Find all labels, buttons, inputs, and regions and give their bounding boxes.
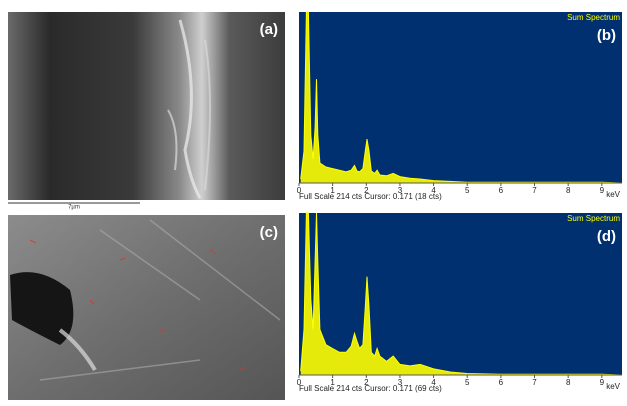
x-tick-label: 8 <box>566 378 571 387</box>
chart-title: Sum Spectrum <box>567 214 620 223</box>
panel-label: (c) <box>260 224 278 241</box>
x-tick-label: 9 <box>600 186 605 195</box>
footer: Full Scale 214 cts Cursor: 0.171 (18 cts… <box>299 192 442 201</box>
page: {"panels": {"a": "(a)", "c": "(c)"}, "sc… <box>0 0 627 406</box>
x-axis-label: keV <box>606 190 620 199</box>
x-tick-label: 6 <box>499 378 504 387</box>
x-tick-label: 5 <box>465 186 470 195</box>
plot-background <box>299 12 622 183</box>
x-axis-label: keV <box>606 382 620 391</box>
x-tick-label: 6 <box>499 186 504 195</box>
footer: Full Scale 214 cts Cursor: 0.171 (69 cts… <box>299 384 442 393</box>
sem-image-c <box>8 215 285 400</box>
scale-bar-label: 7µm <box>68 205 80 211</box>
x-tick-label: 7 <box>532 186 537 195</box>
x-tick-label: 9 <box>600 378 605 387</box>
panel-label: (d) <box>597 228 616 245</box>
chart-title: Sum Spectrum <box>567 13 620 22</box>
x-tick-label: 5 <box>465 378 470 387</box>
panel-label: (a) <box>260 21 278 38</box>
panel-label: (b) <box>597 27 616 44</box>
x-tick-label: 7 <box>532 378 537 387</box>
sem-image-a <box>8 12 285 200</box>
x-tick-label: 8 <box>566 186 571 195</box>
figure: 7µm (a) (c) 0123456789keVFull Scale 214 … <box>0 0 627 406</box>
